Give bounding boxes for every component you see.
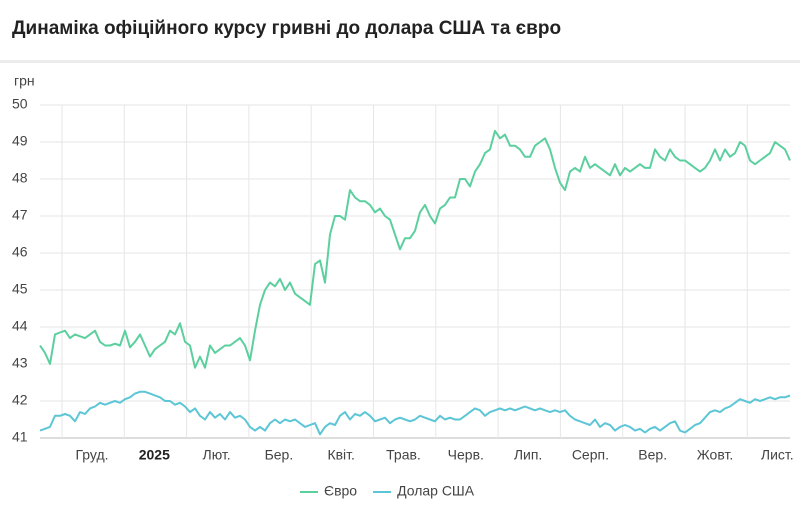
- line-series: [39, 129, 791, 369]
- chart-title: Динаміка офіційного курсу гривні до дола…: [12, 18, 561, 39]
- y-tick-label: 42: [12, 392, 28, 408]
- x-tick-label: Трав.: [386, 447, 421, 463]
- line-series: [39, 390, 791, 436]
- x-tick-label: Лист.: [761, 447, 794, 463]
- y-tick-label: 43: [12, 355, 28, 371]
- x-tick-label: Лют.: [203, 447, 231, 463]
- y-tick-label: 47: [12, 207, 28, 223]
- x-tick-label: Черв.: [448, 447, 484, 463]
- y-tick-label: 46: [12, 244, 28, 260]
- y-tick-label: 41: [12, 429, 28, 445]
- y-axis-label: грн: [14, 73, 35, 89]
- legend-label: Євро: [324, 483, 357, 499]
- legend-label: Долар США: [397, 483, 475, 499]
- y-tick-label: 49: [12, 133, 28, 149]
- x-tick-label: Серп.: [572, 447, 609, 463]
- y-tick-label: 45: [12, 281, 28, 297]
- x-tick-label: Груд.: [75, 447, 108, 463]
- x-tick-label: 2025: [139, 447, 170, 463]
- header-separator: [0, 60, 800, 63]
- x-tick-label: Бер.: [265, 447, 294, 463]
- y-tick-label: 50: [12, 96, 28, 112]
- x-tick-label: Вер.: [638, 447, 667, 463]
- x-tick-label: Квіт.: [327, 447, 354, 463]
- x-tick-label: Лип.: [514, 447, 542, 463]
- x-tick-label: Жовт.: [697, 447, 733, 463]
- y-tick-label: 44: [12, 318, 28, 334]
- y-tick-label: 48: [12, 170, 28, 186]
